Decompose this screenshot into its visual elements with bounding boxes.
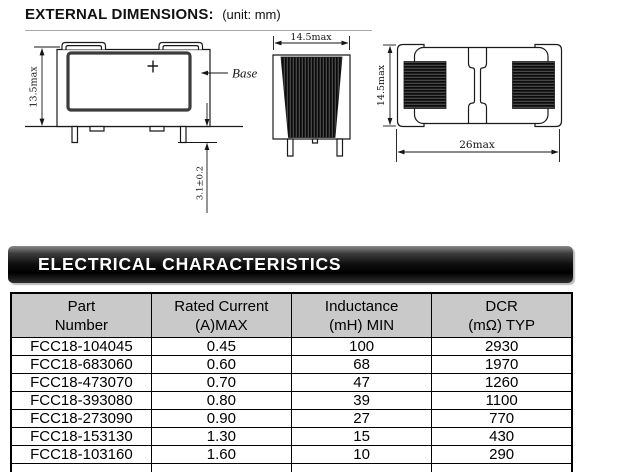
cell-rated-current: 0.60 (150, 355, 293, 374)
cell-rated-current: 0.90 (150, 409, 293, 428)
side-winding (281, 57, 342, 138)
top-view-dimensions (383, 45, 560, 162)
cell-inductance: 15 (290, 427, 433, 446)
cell-inductance: 10 (290, 445, 433, 464)
col-header-dcr: DCR (mΩ) TYP (431, 292, 573, 338)
cell-part-number: FCC18-393080 (10, 391, 152, 410)
front-view-drawing (25, 43, 243, 143)
cell-inductance: 39 (290, 391, 433, 410)
cell-dcr: 290 (431, 445, 573, 464)
cell-dcr: 2930 (431, 337, 573, 356)
table-header-row: Part Number Rated Current (A)MAX Inducta… (10, 292, 573, 338)
cell-part-number: FCC18-104045 (10, 337, 152, 356)
cell-inductance: 68 (290, 355, 433, 374)
section-banner: ELECTRICAL CHARACTERISTICS (8, 246, 573, 283)
dimension-drawings: 13.5max 3.1±0.2 Base 14.5max (0, 0, 628, 240)
cell-part-number: FCC18-153130 (10, 427, 152, 446)
cell-part-number: FCC18-683060 (10, 355, 152, 374)
table-row: FCC18-683060 0.60 68 1970 (10, 355, 573, 374)
table-row: FCC18-104045 0.45 100 2930 (10, 337, 573, 356)
side-view-dimensions (274, 36, 350, 50)
table-row: FCC18-393080 0.80 39 1100 (10, 391, 573, 410)
cell-part-number: FCC18-103160 (10, 445, 152, 464)
cell-dcr: 1260 (431, 373, 573, 392)
top-winding-right (513, 62, 555, 109)
cell-part-number: FCC18-473070 (10, 373, 152, 392)
cell-rated-current: 1.60 (150, 445, 293, 464)
table-row: FCC18-473070 0.70 47 1260 (10, 373, 573, 392)
table-container: Part Number Rated Current (A)MAX Inducta… (10, 292, 576, 472)
cell-dcr: 430 (431, 427, 573, 446)
dimension-label-pin-length: 3.1±0.2 (196, 166, 206, 200)
electrical-characteristics-table: Part Number Rated Current (A)MAX Inducta… (10, 292, 573, 472)
cell-rated-current: 0.80 (150, 391, 293, 410)
col-header-inductance: Inductance (mH) MIN (290, 292, 433, 338)
cell-rated-current: 0.70 (150, 373, 293, 392)
dimension-label-top-width: 26max (459, 139, 495, 151)
cell-dcr: 770 (431, 409, 573, 428)
cell-rated-current: 1.30 (150, 427, 293, 446)
page-title-unit: (unit: mm) (222, 7, 281, 22)
cell-part-number: FCC18-273090 (10, 409, 152, 428)
front-view-dimensions (34, 47, 228, 213)
table-row-clipped (10, 463, 573, 472)
polarity-mark (148, 61, 159, 73)
section-banner-title: ELECTRICAL CHARACTERISTICS (38, 254, 342, 274)
top-winding-left (404, 62, 446, 109)
page-title-text: EXTERNAL DIMENSIONS: (25, 6, 214, 23)
base-label: Base (232, 66, 258, 81)
dimension-label-front-height: 13.5max (29, 66, 40, 108)
table-row: FCC18-153130 1.30 15 430 (10, 427, 573, 446)
cell-inductance: 100 (290, 337, 433, 356)
cell-dcr: 1970 (431, 355, 573, 374)
core-center-leg (469, 48, 475, 123)
cell-inductance: 27 (290, 409, 433, 428)
cell-inductance: 47 (290, 373, 433, 392)
side-view-drawing (273, 55, 350, 156)
table-row: FCC18-273090 0.90 27 770 (10, 409, 573, 428)
table-row: FCC18-103160 1.60 10 290 (10, 445, 573, 464)
col-header-part: Part Number (10, 292, 152, 338)
col-header-rated-current: Rated Current (A)MAX (150, 292, 293, 338)
cell-rated-current: 0.45 (150, 337, 293, 356)
dimension-label-side-width: 14.5max (290, 32, 332, 43)
page-title: EXTERNAL DIMENSIONS: (unit: mm) (25, 6, 281, 24)
cell-dcr: 1100 (431, 391, 573, 410)
top-view-drawing (398, 45, 562, 127)
dimension-label-top-height: 14.5max (376, 64, 387, 106)
